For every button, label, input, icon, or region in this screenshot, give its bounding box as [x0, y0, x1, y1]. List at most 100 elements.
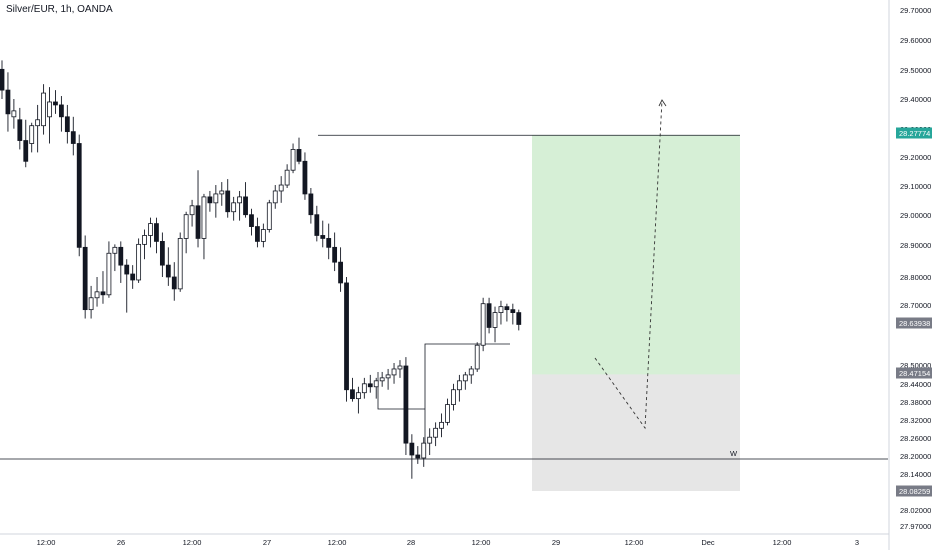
- candle-body: [243, 196, 248, 216]
- y-tick-label: 29.50000: [900, 66, 931, 75]
- candle-body: [189, 205, 195, 216]
- y-tick-label: 28.80000: [900, 273, 931, 282]
- candle-body: [35, 119, 41, 127]
- x-tick-label: 12:00: [472, 538, 491, 547]
- y-tick-label: 28.50000: [900, 361, 931, 370]
- profit-zone: [532, 135, 740, 375]
- candle-body: [183, 214, 189, 239]
- candle-body: [427, 436, 433, 444]
- y-tick-label: 29.00000: [900, 211, 931, 220]
- y-tick-label: 28.90000: [900, 241, 931, 250]
- candle-body: [124, 264, 130, 275]
- price-tag: [896, 485, 932, 497]
- candle-body: [5, 89, 11, 115]
- x-tick-label: 12:00: [183, 538, 202, 547]
- candle-body: [231, 202, 237, 213]
- candle-body: [344, 282, 349, 391]
- candle-body: [41, 92, 46, 127]
- candle-body: [82, 246, 88, 311]
- candle-body: [516, 312, 522, 325]
- candle-body: [207, 196, 213, 204]
- candle-body: [492, 312, 498, 328]
- y-tick-label: 27.97000: [900, 522, 931, 531]
- price-tag-label: 28.08259: [899, 487, 930, 496]
- candle-body: [159, 240, 165, 266]
- candle-body: [278, 184, 284, 192]
- x-tick-label: 12:00: [773, 538, 792, 547]
- x-tick-label: 12:00: [625, 538, 644, 547]
- candle-body: [302, 160, 308, 195]
- candle-body: [64, 116, 70, 133]
- candle-body: [249, 214, 254, 227]
- candle-body: [136, 243, 142, 281]
- candle-body: [201, 196, 207, 239]
- candle-body: [171, 276, 177, 290]
- candle-body: [23, 140, 29, 162]
- candle-body: [88, 297, 94, 311]
- candle-body: [361, 383, 367, 394]
- candle-body: [456, 380, 462, 391]
- projection-path: [594, 99, 663, 430]
- y-tick-label: 29.40000: [900, 95, 931, 104]
- y-tick-label: 29.10000: [900, 182, 931, 191]
- candle-body: [53, 101, 58, 106]
- candle-body: [290, 149, 296, 171]
- structure-bracket-low: [377, 372, 425, 410]
- price-tag: [896, 127, 932, 139]
- x-tick-label: 12:00: [328, 538, 347, 547]
- candle-body: [255, 226, 260, 242]
- y-tick-label: 28.26000: [900, 434, 931, 443]
- candle-body: [451, 389, 456, 405]
- x-tick-label: 26: [117, 538, 125, 547]
- candle-body: [260, 229, 266, 242]
- x-tick-label: 28: [407, 538, 415, 547]
- candle-body: [94, 291, 100, 299]
- candle-body: [165, 264, 171, 278]
- candle-body: [367, 383, 373, 388]
- candle-body: [296, 149, 302, 162]
- candle-body: [350, 389, 355, 400]
- candle-body: [284, 169, 290, 186]
- candle-body: [379, 377, 385, 382]
- x-tick-label: 29: [552, 538, 560, 547]
- candle-body: [445, 404, 450, 423]
- candle-body: [118, 246, 124, 266]
- candle-body: [213, 193, 219, 204]
- candle-body: [11, 110, 17, 118]
- candle-body: [397, 365, 403, 370]
- candle-body: [480, 303, 486, 346]
- x-tick-label: 12:00: [37, 538, 56, 547]
- price-tag-label: 28.63938: [899, 319, 930, 328]
- y-tick-label: 28.20000: [900, 452, 931, 461]
- x-tick-label: 27: [263, 538, 271, 547]
- candle-body: [338, 261, 343, 284]
- candle-body: [219, 190, 225, 195]
- candle-body: [326, 238, 332, 248]
- candle-body: [332, 246, 338, 263]
- stop-zone: [532, 374, 740, 491]
- projection-arrowhead: [658, 99, 667, 107]
- structure-bracket-high: [424, 343, 510, 458]
- candle-body: [355, 392, 361, 400]
- candle-body: [308, 193, 314, 216]
- candle-body: [17, 119, 23, 141]
- candle-body: [314, 214, 320, 236]
- y-tick-label: 28.38000: [900, 398, 931, 407]
- y-tick-label: 29.60000: [900, 36, 931, 45]
- candle-body: [391, 368, 397, 376]
- candle-body: [70, 131, 76, 144]
- y-tick-label: 29.20000: [900, 153, 931, 162]
- candle-body: [403, 365, 409, 444]
- candle-body: [154, 223, 159, 242]
- y-tick-label: 28.44000: [900, 380, 931, 389]
- candle-body: [272, 190, 278, 204]
- y-tick-label: 28.14000: [900, 470, 931, 479]
- candle-body: [0, 68, 5, 91]
- candle-body: [486, 303, 492, 328]
- y-tick-label: 28.32000: [900, 416, 931, 425]
- candle-body: [385, 374, 391, 379]
- candle-body: [59, 104, 64, 118]
- candle-body: [225, 190, 231, 213]
- candle-body: [415, 454, 421, 459]
